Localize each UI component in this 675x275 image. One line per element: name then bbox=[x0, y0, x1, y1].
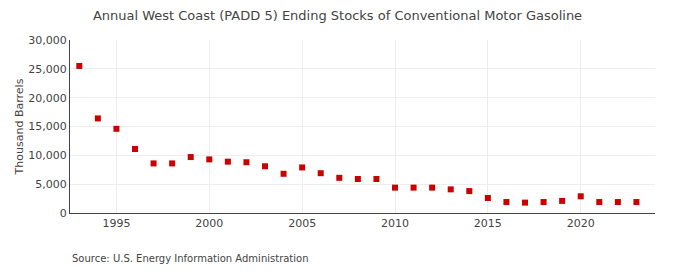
svg-text:2015: 2015 bbox=[474, 217, 502, 230]
svg-text:20,000: 20,000 bbox=[28, 92, 67, 105]
svg-text:2005: 2005 bbox=[288, 217, 316, 230]
svg-text:5,000: 5,000 bbox=[35, 178, 67, 191]
svg-text:2020: 2020 bbox=[567, 217, 595, 230]
svg-text:Annual West Coast (PADD 5) End: Annual West Coast (PADD 5) Ending Stocks… bbox=[93, 8, 582, 23]
svg-text:Thousand Barrels: Thousand Barrels bbox=[13, 78, 26, 175]
svg-text:0: 0 bbox=[60, 207, 67, 220]
svg-text:15,000: 15,000 bbox=[28, 120, 67, 133]
svg-text:2000: 2000 bbox=[195, 217, 223, 230]
svg-text:2010: 2010 bbox=[381, 217, 409, 230]
svg-text:30,000: 30,000 bbox=[28, 34, 67, 47]
svg-text:25,000: 25,000 bbox=[28, 63, 67, 76]
svg-text:Source: U.S. Energy Informatio: Source: U.S. Energy Information Administ… bbox=[72, 253, 309, 264]
svg-text:1995: 1995 bbox=[102, 217, 130, 230]
svg-text:10,000: 10,000 bbox=[28, 149, 67, 162]
